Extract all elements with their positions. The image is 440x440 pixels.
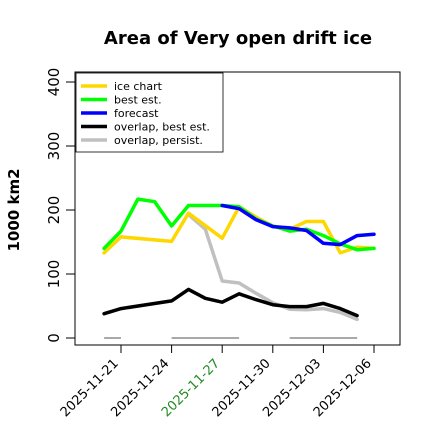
legend-label: forecast	[114, 107, 159, 120]
legend-label: ice chart	[114, 80, 163, 93]
legend-label: overlap, best est.	[114, 121, 210, 134]
x-axis: 2025-11-212025-11-242025-11-272025-11-30…	[58, 345, 375, 420]
chart-title: Area of Very open drift ice	[104, 28, 372, 49]
y-tick-label: 100	[45, 260, 63, 289]
plot-frame	[74, 71, 401, 346]
y-tick-label: 200	[45, 196, 63, 225]
legend-label: best est.	[114, 94, 162, 107]
series-line-forecast	[220, 203, 376, 247]
series-line-ice-chart	[102, 205, 376, 255]
y-tick-label: 300	[45, 132, 63, 161]
y-axis-label: 1000 km2	[5, 168, 23, 251]
y-tick-label: 400	[45, 68, 63, 97]
legend-label: overlap, persist.	[114, 134, 203, 147]
y-tick-label: 0	[45, 333, 63, 343]
series-line-overlap-best-est-	[102, 287, 359, 318]
series-line-best-est-	[102, 197, 376, 252]
series-layer	[102, 197, 376, 322]
y-axis: 0 100 200 300 400	[45, 68, 75, 343]
series-line-overlap-persist-	[186, 212, 359, 322]
